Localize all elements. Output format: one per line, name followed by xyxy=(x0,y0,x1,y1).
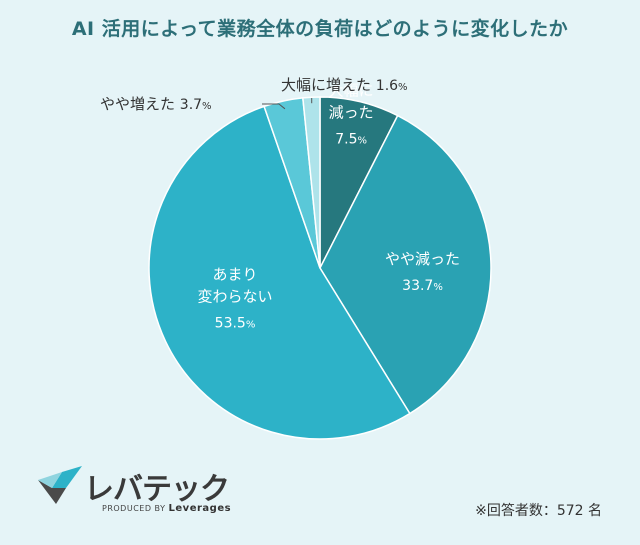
slice-slightly-decreased-value: 33.7% xyxy=(402,278,443,294)
slice-no-change-label-line-1: あまり xyxy=(213,265,258,283)
leverages-brand: Leverages xyxy=(168,503,232,514)
logo-wordmark: レバテック xyxy=(84,472,230,507)
logo-tagline: PRODUCED BY Leverages xyxy=(102,503,231,514)
slice-slightly-decreased xyxy=(319,114,492,415)
slice-greatly-decreased-label-line-1: 大幅に xyxy=(329,81,374,99)
slice-greatly-decreased-value: 7.5% xyxy=(335,131,367,147)
slightly-increased-leader-line xyxy=(262,103,286,110)
slightly-increased-label: やや増えた 3.7% xyxy=(100,95,212,113)
slice-no-change xyxy=(148,105,411,440)
produced-by-text: PRODUCED BY xyxy=(102,504,166,513)
chart-title: AI 活用によって業務全体の負荷はどのように変化したか xyxy=(71,18,569,40)
slice-no-change-label-line-2: 変わらない xyxy=(198,287,273,305)
greatly-increased-label: 大幅に増えた 1.6% xyxy=(281,76,408,94)
slice-slightly-decreased-label-line-1: やや減った xyxy=(385,250,460,268)
levtech-logo: レバテック PRODUCED BY Leverages xyxy=(38,462,238,522)
slice-greatly-increased xyxy=(302,96,321,269)
levtech-logo-icon xyxy=(38,466,82,504)
slice-greatly-decreased-label-line-2: 減った xyxy=(329,103,374,121)
respondent-count: ※回答者数：572 名 xyxy=(475,503,602,519)
slice-no-change-value: 53.5% xyxy=(215,315,256,331)
